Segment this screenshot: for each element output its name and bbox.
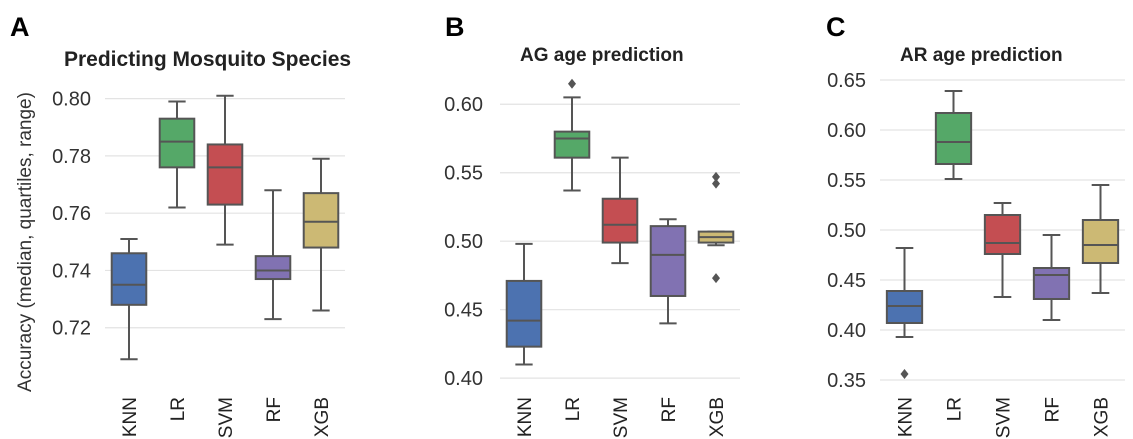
x-category-label: KNN bbox=[896, 397, 917, 437]
outlier-point bbox=[712, 273, 720, 284]
x-category-label: KNN bbox=[515, 397, 536, 437]
panel-c-boxes bbox=[885, 90, 1120, 379]
panel-a-ylabel: Accuracy (median, quartiles, range) bbox=[15, 92, 36, 392]
y-tick-label: 0.40 bbox=[827, 320, 866, 342]
y-tick-label: 0.55 bbox=[827, 170, 866, 192]
iqr-box bbox=[110, 252, 148, 306]
box-rf bbox=[649, 218, 687, 325]
y-tick-label: 0.45 bbox=[827, 270, 866, 292]
iqr-box bbox=[553, 130, 591, 159]
x-category-label: RF bbox=[659, 397, 680, 422]
iqr-box bbox=[206, 143, 244, 206]
iqr-box bbox=[302, 192, 340, 249]
panel-b-categories: KNN LR SVM RF XGB bbox=[515, 397, 728, 438]
outlier-point bbox=[900, 369, 909, 379]
y-tick-label: 0.50 bbox=[444, 231, 483, 253]
box-lr bbox=[158, 100, 196, 209]
y-tick-label: 0.40 bbox=[444, 368, 483, 390]
box-xgb bbox=[302, 157, 340, 312]
x-category-label: SVM bbox=[611, 397, 632, 438]
box-knn bbox=[885, 247, 924, 379]
iqr-box bbox=[601, 197, 639, 244]
panel-c-title: AR age prediction bbox=[900, 45, 1063, 66]
box-knn bbox=[110, 237, 148, 361]
x-category-label: XGB bbox=[312, 397, 333, 437]
iqr-box bbox=[158, 117, 196, 169]
box-knn bbox=[505, 242, 543, 366]
panel-a-boxes bbox=[110, 94, 340, 361]
y-tick-label: 0.60 bbox=[444, 94, 483, 116]
x-category-label: XGB bbox=[707, 397, 728, 437]
x-category-label: LR bbox=[563, 397, 584, 421]
y-tick-label: 0.76 bbox=[52, 203, 91, 225]
box-svm bbox=[206, 94, 244, 246]
box-xgb bbox=[1081, 184, 1120, 294]
iqr-box bbox=[505, 279, 543, 348]
y-tick-label: 0.72 bbox=[52, 318, 91, 340]
y-tick-label: 0.74 bbox=[52, 260, 91, 282]
box-svm bbox=[983, 202, 1022, 298]
panel-c-yticks: 0.35 0.40 0.45 0.50 0.55 0.60 0.65 bbox=[827, 70, 866, 392]
x-category-label: LR bbox=[945, 397, 966, 421]
x-category-label: LR bbox=[168, 397, 189, 421]
y-tick-label: 0.45 bbox=[444, 300, 483, 322]
panel-c-letter: C bbox=[826, 12, 846, 42]
y-tick-label: 0.55 bbox=[444, 163, 483, 185]
panel-b-boxes bbox=[505, 78, 735, 366]
box-lr bbox=[553, 78, 591, 192]
iqr-box bbox=[1032, 267, 1071, 300]
x-category-label: RF bbox=[264, 397, 285, 422]
panel-a: A Predicting Mosquito Species Accuracy (… bbox=[10, 12, 351, 438]
box-lr bbox=[934, 90, 973, 180]
panel-a-categories: KNN LR SVM RF XGB bbox=[120, 397, 333, 438]
box-xgb bbox=[697, 171, 735, 284]
outlier-point bbox=[712, 171, 720, 182]
panel-b-title: AG age prediction bbox=[520, 45, 684, 66]
y-tick-label: 0.60 bbox=[827, 120, 866, 142]
y-tick-label: 0.78 bbox=[52, 146, 91, 168]
x-category-label: RF bbox=[1043, 397, 1064, 422]
x-category-label: SVM bbox=[216, 397, 237, 438]
panel-b-letter: B bbox=[445, 12, 465, 42]
y-tick-label: 0.35 bbox=[827, 370, 866, 392]
outlier-point bbox=[568, 78, 576, 89]
box-rf bbox=[1032, 234, 1071, 321]
x-category-label: XGB bbox=[1092, 397, 1113, 437]
y-tick-label: 0.50 bbox=[827, 220, 866, 242]
box-rf bbox=[254, 189, 292, 321]
panel-a-letter: A bbox=[10, 12, 30, 42]
panel-b: B AG age prediction 0.40 0.45 0.50 0.55 0.60… bbox=[444, 12, 740, 438]
iqr-box bbox=[983, 214, 1022, 255]
iqr-box bbox=[934, 112, 973, 165]
iqr-box bbox=[649, 225, 687, 297]
panel-b-yticks: 0.40 0.45 0.50 0.55 0.60 bbox=[444, 94, 483, 390]
panel-a-yticks: 0.72 0.74 0.76 0.78 0.80 bbox=[52, 89, 91, 340]
y-tick-label: 0.65 bbox=[827, 70, 866, 92]
panel-c: C AR age prediction 0.35 0.40 0.45 0.50 0.55… bbox=[826, 12, 1125, 438]
outlier-point bbox=[712, 178, 720, 189]
x-category-label: KNN bbox=[120, 397, 141, 437]
iqr-box bbox=[254, 255, 292, 281]
panel-a-title: Predicting Mosquito Species bbox=[64, 48, 351, 71]
iqr-box bbox=[1081, 219, 1120, 264]
panel-c-categories: KNN LR SVM RF XGB bbox=[896, 397, 1113, 438]
box-svm bbox=[601, 156, 639, 265]
y-tick-label: 0.80 bbox=[52, 89, 91, 111]
x-category-label: SVM bbox=[994, 397, 1015, 438]
